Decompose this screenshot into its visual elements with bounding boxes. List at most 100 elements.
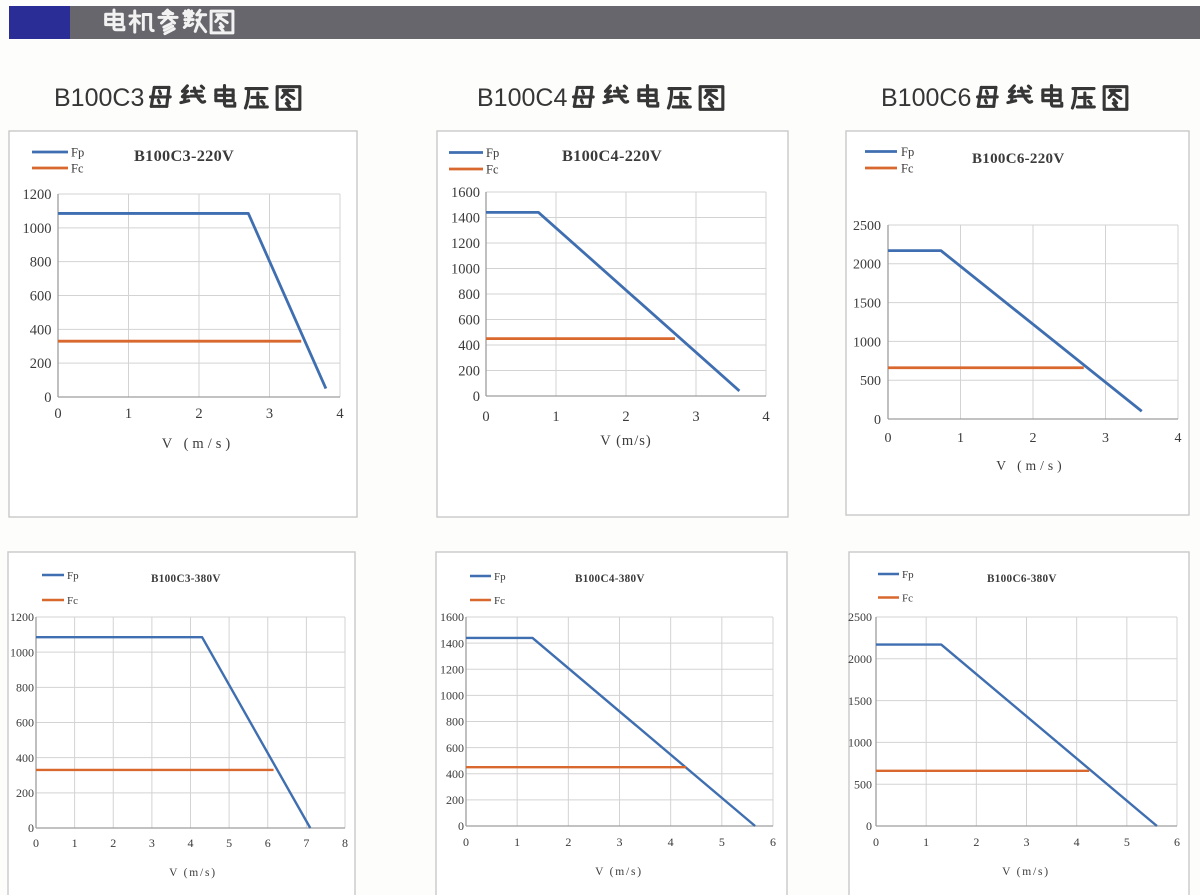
svg-text:1000: 1000 [23,221,52,237]
svg-text:0: 0 [33,836,39,850]
svg-text:B100C3-380V: B100C3-380V [151,573,221,585]
svg-text:Fc: Fc [486,162,499,176]
svg-text:V (m/s): V (m/s) [600,433,651,449]
svg-text:B100C4-380V: B100C4-380V [575,573,645,585]
svg-text:1200: 1200 [10,610,34,624]
svg-text:Fp: Fp [71,145,84,159]
svg-text:2: 2 [110,836,116,850]
svg-text:Fc: Fc [67,595,78,607]
svg-text:400: 400 [458,338,480,354]
svg-text:4: 4 [668,835,674,849]
svg-text:2000: 2000 [848,652,872,666]
svg-text:500: 500 [854,777,872,791]
svg-text:1200: 1200 [23,187,52,203]
svg-text:800: 800 [458,287,480,303]
svg-text:Fp: Fp [901,145,914,159]
svg-text:5: 5 [719,835,725,849]
svg-text:2500: 2500 [848,610,872,624]
svg-text:Fp: Fp [67,570,79,582]
svg-text:1200: 1200 [451,236,480,252]
svg-text:0: 0 [866,819,872,833]
svg-text:800: 800 [16,681,34,695]
svg-text:0: 0 [463,835,469,849]
svg-text:1: 1 [552,409,559,425]
svg-text:3: 3 [617,835,623,849]
svg-text:5: 5 [226,836,232,850]
svg-text:400: 400 [30,322,52,338]
svg-text:7: 7 [303,836,309,850]
svg-text:0: 0 [873,835,879,849]
svg-text:4: 4 [1074,835,1080,849]
svg-text:2000: 2000 [853,258,881,273]
svg-text:3: 3 [149,836,155,850]
svg-text:600: 600 [458,313,480,329]
svg-text:1000: 1000 [10,645,34,659]
svg-text:2: 2 [195,406,202,422]
svg-text:1000: 1000 [440,689,464,703]
svg-text:Fp: Fp [902,569,914,581]
svg-text:1000: 1000 [853,335,881,350]
svg-text:B100C3: B100C3 [54,84,144,112]
svg-text:1: 1 [923,835,929,849]
svg-text:0: 0 [54,406,61,422]
svg-text:200: 200 [16,786,34,800]
svg-text:V (m/s): V (m/s) [996,458,1065,473]
svg-text:200: 200 [458,364,480,380]
svg-text:1400: 1400 [440,636,464,650]
svg-text:0: 0 [874,413,881,428]
svg-text:1400: 1400 [451,211,480,227]
svg-text:2: 2 [622,409,629,425]
svg-text:V (m/s): V (m/s) [1002,866,1050,878]
svg-text:1500: 1500 [853,297,881,312]
svg-text:500: 500 [860,374,881,389]
svg-text:3: 3 [1102,431,1109,446]
svg-text:6: 6 [1174,835,1180,849]
svg-text:B100C6-220V: B100C6-220V [972,151,1064,167]
svg-text:Fc: Fc [902,592,913,604]
svg-text:1600: 1600 [440,610,464,624]
svg-text:2: 2 [565,835,571,849]
svg-text:Fc: Fc [901,161,914,175]
svg-text:2500: 2500 [853,219,881,234]
svg-text:Fc: Fc [71,161,84,175]
svg-text:Fc: Fc [494,595,505,607]
svg-text:6: 6 [265,836,271,850]
svg-text:400: 400 [16,751,34,765]
svg-text:Fp: Fp [494,571,506,583]
svg-text:0: 0 [44,390,51,406]
svg-text:Fp: Fp [486,146,499,160]
svg-text:3: 3 [1024,835,1030,849]
svg-text:0: 0 [458,819,464,833]
svg-text:0: 0 [482,409,489,425]
svg-text:1000: 1000 [451,262,480,278]
svg-text:2: 2 [973,835,979,849]
svg-text:1600: 1600 [451,185,480,201]
svg-text:1: 1 [514,835,520,849]
svg-text:1000: 1000 [848,736,872,750]
svg-text:1500: 1500 [848,694,872,708]
svg-text:0: 0 [473,389,480,405]
svg-text:4: 4 [762,409,770,425]
svg-text:B100C6-380V: B100C6-380V [987,573,1057,585]
svg-text:1: 1 [125,406,132,422]
svg-text:400: 400 [446,767,464,781]
svg-text:1: 1 [957,431,964,446]
svg-text:600: 600 [30,289,52,305]
svg-text:1: 1 [72,836,78,850]
svg-text:600: 600 [16,716,34,730]
svg-text:6: 6 [770,835,776,849]
svg-text:3: 3 [266,406,273,422]
svg-text:800: 800 [30,255,52,271]
svg-text:V (m/s): V (m/s) [595,866,643,878]
svg-text:4: 4 [1175,431,1182,446]
svg-text:2: 2 [1030,431,1037,446]
svg-text:200: 200 [30,356,52,372]
svg-text:B100C6: B100C6 [881,84,971,112]
svg-text:V (m/s): V (m/s) [162,436,234,452]
svg-text:1200: 1200 [440,662,464,676]
svg-text:0: 0 [28,821,34,835]
svg-text:4: 4 [336,406,344,422]
svg-text:0: 0 [885,431,892,446]
svg-text:200: 200 [446,793,464,807]
svg-text:B100C3-220V: B100C3-220V [134,146,234,165]
